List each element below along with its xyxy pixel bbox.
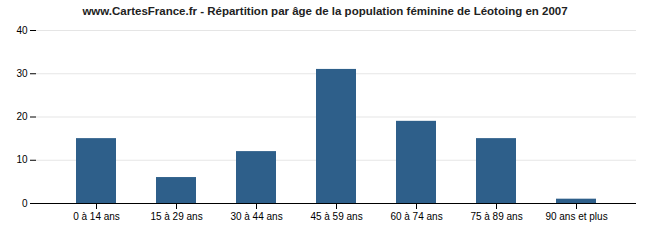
svg-text:15 à 29 ans: 15 à 29 ans <box>150 211 202 222</box>
svg-text:30: 30 <box>16 68 28 79</box>
svg-text:60 à 74 ans: 60 à 74 ans <box>390 211 442 222</box>
svg-text:75 à 89 ans: 75 à 89 ans <box>470 211 522 222</box>
html-text:www.CartesFrance.fr - Répartit: www.CartesFrance.fr - Répartition par âg… <box>82 5 568 17</box>
svg-text:45 à 59 ans: 45 à 59 ans <box>310 211 362 222</box>
svg-text:30 à 44 ans: 30 à 44 ans <box>230 211 282 222</box>
svg-text:90 ans et plus: 90 ans et plus <box>545 211 607 222</box>
svg-text:0 à 14 ans: 0 à 14 ans <box>73 211 120 222</box>
svg-text:10: 10 <box>16 154 28 165</box>
svg-text:0: 0 <box>22 198 28 209</box>
svg-text:40: 40 <box>16 25 28 36</box>
svg-text:20: 20 <box>16 111 28 122</box>
